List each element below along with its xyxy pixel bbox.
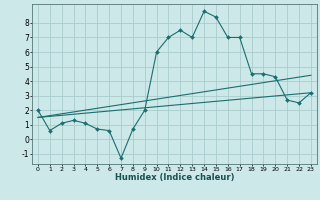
- X-axis label: Humidex (Indice chaleur): Humidex (Indice chaleur): [115, 173, 234, 182]
